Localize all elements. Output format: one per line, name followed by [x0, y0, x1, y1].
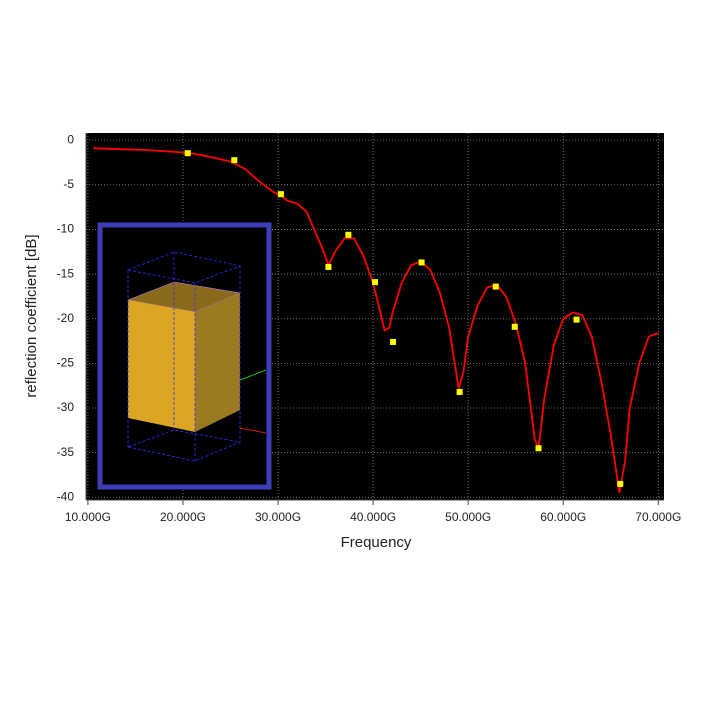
- data-marker: [617, 480, 624, 487]
- box-side: [195, 293, 240, 432]
- y-tick-label: -20: [57, 311, 75, 325]
- data-marker: [511, 323, 518, 330]
- y-tick-label: -5: [63, 177, 74, 191]
- box-front: [128, 300, 195, 432]
- x-tick-label: 50.000G: [445, 510, 491, 524]
- y-tick-label: -15: [57, 266, 75, 280]
- data-marker: [456, 388, 463, 395]
- axis-red: [239, 427, 267, 434]
- y-tick-label: 0: [67, 132, 74, 146]
- x-tick-label: 70.000G: [635, 510, 681, 524]
- x-tick-label: 40.000G: [350, 510, 396, 524]
- data-marker: [184, 150, 191, 157]
- y-axis-title: reflection coefficient [dB]: [23, 234, 40, 397]
- x-axis-title: Frequency: [341, 534, 412, 551]
- data-marker: [573, 316, 580, 323]
- y-tick-label: -30: [57, 400, 75, 414]
- data-marker: [231, 157, 238, 164]
- x-tick-label: 20.000G: [160, 510, 206, 524]
- data-marker: [492, 283, 499, 290]
- x-tick-label: 10.000G: [65, 510, 111, 524]
- x-tick-label: 30.000G: [255, 510, 301, 524]
- data-marker: [390, 338, 397, 345]
- data-marker: [535, 445, 542, 452]
- y-tick-label: -35: [57, 445, 75, 459]
- bounding-box: [127, 251, 242, 462]
- data-marker: [418, 259, 425, 266]
- y-tick-label: -10: [57, 222, 75, 236]
- y-tick-label: -25: [57, 356, 75, 370]
- x-tick-label: 60.000G: [540, 510, 586, 524]
- y-tick-label: -40: [57, 489, 75, 503]
- data-marker: [345, 231, 352, 238]
- data-marker: [277, 191, 284, 198]
- model-inset: [97, 222, 272, 490]
- axis-green: [239, 369, 267, 381]
- data-marker: [325, 263, 332, 270]
- data-marker: [372, 279, 378, 286]
